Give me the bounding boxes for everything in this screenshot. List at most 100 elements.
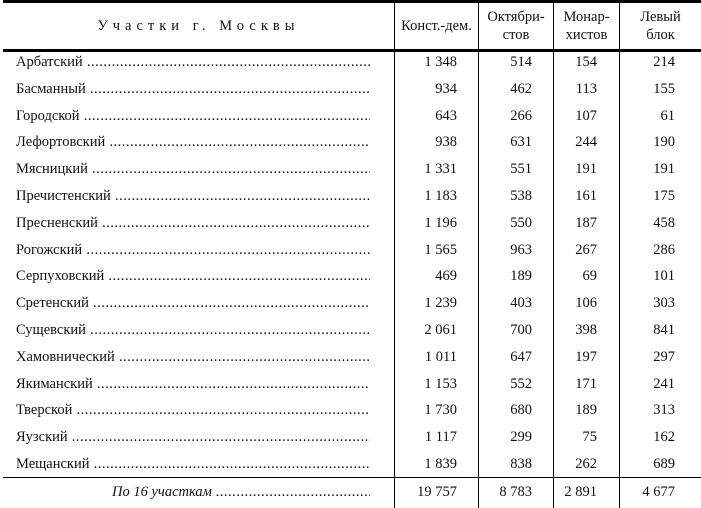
district-name: Яузский <box>16 424 370 450</box>
cell-value: 1 153 <box>424 375 457 392</box>
header-label: Октябри- <box>487 9 545 25</box>
table-row: Лефортовский 938 631 244 190 <box>0 129 701 155</box>
cell-value: 647 <box>510 348 532 365</box>
table-row: Сретенский 1 239 403 106 303 <box>0 290 701 316</box>
cell-value: 187 <box>575 214 597 231</box>
cell-value: 689 <box>653 456 675 472</box>
district-name: Мясницкий <box>16 156 370 182</box>
cell-value: 1 117 <box>424 429 457 446</box>
cell-value: 1 196 <box>424 214 457 231</box>
table-row: Басманный 934 462 113 155 <box>0 76 701 102</box>
cell-value: 841 <box>653 322 675 338</box>
header-label: стов <box>502 27 530 43</box>
cell-value: 1 730 <box>424 402 457 419</box>
cell-value: 514 <box>510 54 532 70</box>
cell-value: 1 239 <box>424 295 457 312</box>
column-divider <box>478 3 479 508</box>
district-name: Городской <box>16 103 370 129</box>
cell-value: 175 <box>653 188 675 204</box>
cell-value: 403 <box>510 295 532 312</box>
district-name: Рогожский <box>16 237 370 263</box>
header-label: Левый <box>640 9 681 25</box>
total-label: По 16 участкам <box>112 479 370 505</box>
cell-value: 551 <box>510 161 532 178</box>
cell-value: 162 <box>653 429 675 446</box>
cell-value: 191 <box>575 161 597 178</box>
cell-value: 2 061 <box>424 322 457 338</box>
cell-value: 1 011 <box>424 348 457 365</box>
table-row: Тверской 1 730 680 189 313 <box>0 397 701 423</box>
cell-value: 1 183 <box>424 188 457 204</box>
district-name: Арбатский <box>16 49 370 75</box>
cell-value: 61 <box>660 107 676 124</box>
header-kadets: Конст.-дем. <box>395 3 478 49</box>
table-row: Мясницкий 1 331 551 191 191 <box>0 156 701 182</box>
header-label: хистов <box>565 27 608 43</box>
header-label: блок <box>646 27 675 43</box>
cell-value: 262 <box>575 456 597 472</box>
cell-value: 267 <box>575 241 597 258</box>
district-name: Мещанский <box>16 451 370 477</box>
cell-value: 469 <box>435 268 457 285</box>
total-rule <box>3 477 701 478</box>
column-divider <box>619 3 620 508</box>
header-label: Монар- <box>563 9 610 25</box>
cell-value: 69 <box>582 268 598 285</box>
total-value: 2 891 <box>564 484 597 500</box>
cell-value: 963 <box>510 241 532 258</box>
district-name: Серпуховский <box>16 263 370 289</box>
table-row: Пречистенский 1 183 538 161 175 <box>0 183 701 209</box>
cell-value: 197 <box>575 348 597 365</box>
district-name: Сретенский <box>16 290 370 316</box>
table-row: Арбатский 1 348 514 154 214 <box>0 49 701 75</box>
cell-value: 1 839 <box>424 456 457 472</box>
table-row: Хамовнический 1 011 647 197 297 <box>0 344 701 370</box>
cell-value: 297 <box>653 348 675 365</box>
total-value: 4 677 <box>642 484 675 500</box>
cell-value: 680 <box>510 402 532 419</box>
district-name: Пресненский <box>16 210 370 236</box>
district-name: Басманный <box>16 76 370 102</box>
column-divider <box>394 3 395 508</box>
cell-value: 1 348 <box>424 54 457 70</box>
cell-value: 550 <box>510 214 532 231</box>
cell-value: 106 <box>575 295 597 312</box>
header-left-bloc: Левый блок <box>620 3 701 49</box>
cell-value: 700 <box>510 322 532 338</box>
table-row: Пресненский 1 196 550 187 458 <box>0 210 701 236</box>
header-monarchists: Монар-хистов <box>554 3 619 49</box>
header-label: Конст.-дем. <box>401 18 472 34</box>
cell-value: 155 <box>653 80 675 97</box>
header-district: Участки г. Москвы <box>97 18 300 34</box>
cell-value: 161 <box>575 188 597 204</box>
table-row: Яузский 1 117 299 75 162 <box>0 424 701 450</box>
district-name: Сущевский <box>16 317 370 343</box>
cell-value: 266 <box>510 107 532 124</box>
cell-value: 107 <box>575 107 597 124</box>
header-octobrists: Октябри-стов <box>479 3 553 49</box>
table-row: Серпуховский 469 189 69 101 <box>0 263 701 289</box>
cell-value: 189 <box>510 268 532 285</box>
top-rule <box>3 0 701 3</box>
cell-value: 214 <box>653 54 675 70</box>
cell-value: 299 <box>510 429 532 446</box>
total-value: 8 783 <box>499 484 532 500</box>
total-value: 19 757 <box>417 484 457 500</box>
district-name: Лефортовский <box>16 129 370 155</box>
table-row: Рогожский 1 565 963 267 286 <box>0 237 701 263</box>
cell-value: 244 <box>575 134 597 151</box>
cell-value: 241 <box>653 375 675 392</box>
district-name: Хамовнический <box>16 344 370 370</box>
cell-value: 171 <box>575 375 597 392</box>
cell-value: 631 <box>510 134 532 151</box>
cell-value: 838 <box>510 456 532 472</box>
district-name: Тверской <box>16 397 370 423</box>
cell-value: 398 <box>575 322 597 338</box>
cell-value: 552 <box>510 375 532 392</box>
cell-value: 101 <box>653 268 675 285</box>
cell-value: 190 <box>653 134 675 151</box>
table-row: Якиманский 1 153 552 171 241 <box>0 371 701 397</box>
district-name: Якиманский <box>16 371 370 397</box>
table-row: Городской 643 266 107 61 <box>0 103 701 129</box>
cell-value: 938 <box>435 134 457 151</box>
